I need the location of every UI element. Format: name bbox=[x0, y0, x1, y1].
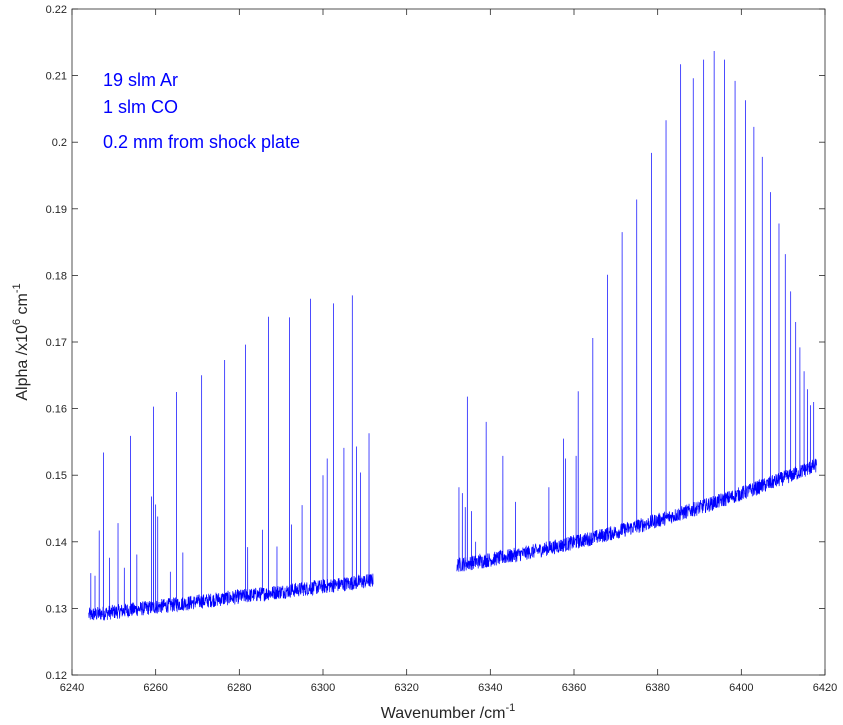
axis-ticks: 6240 6260 6280 6300 6320 6340 6360 6380 6400 6420… bbox=[46, 4, 838, 694]
x-tick-label: 6400 bbox=[729, 682, 753, 694]
x-tick-label: 6420 bbox=[813, 682, 837, 694]
y-tick-label: 0.13 bbox=[46, 603, 67, 615]
x-tick-label: 6380 bbox=[645, 682, 669, 694]
x-tick-label: 6340 bbox=[478, 682, 502, 694]
y-tick-label: 0.19 bbox=[46, 204, 67, 216]
spectrum-series-high bbox=[456, 50, 817, 572]
x-tick-label: 6280 bbox=[227, 682, 251, 694]
x-tick-label: 6360 bbox=[562, 682, 586, 694]
spectrum-lines bbox=[88, 50, 817, 621]
y-tick-label: 0.16 bbox=[46, 404, 67, 416]
y-tick-label: 0.15 bbox=[46, 470, 67, 482]
x-tick-label: 6260 bbox=[143, 682, 167, 694]
spectrum-series-low bbox=[88, 295, 374, 621]
y-tick-label: 0.17 bbox=[46, 337, 67, 349]
x-tick-label: 6240 bbox=[60, 682, 84, 694]
x-tick-label: 6320 bbox=[394, 682, 418, 694]
y-tick-label: 0.14 bbox=[46, 537, 67, 549]
annotation-gas-co: 1 slm CO bbox=[103, 97, 178, 117]
y-tick-label: 0.21 bbox=[46, 71, 67, 83]
x-axis-label: Wavenumber /cm-1 bbox=[381, 702, 516, 722]
annotation-distance: 0.2 mm from shock plate bbox=[103, 132, 300, 152]
x-tick-label: 6300 bbox=[311, 682, 335, 694]
y-axis-label: Alpha /x106 cm-1 bbox=[11, 283, 31, 400]
y-tick-label: 0.18 bbox=[46, 270, 67, 282]
y-tick-label: 0.22 bbox=[46, 4, 67, 16]
y-tick-label: 0.12 bbox=[46, 670, 67, 682]
annotation-gas-ar: 19 slm Ar bbox=[103, 70, 178, 90]
y-tick-label: 0.2 bbox=[52, 137, 67, 149]
